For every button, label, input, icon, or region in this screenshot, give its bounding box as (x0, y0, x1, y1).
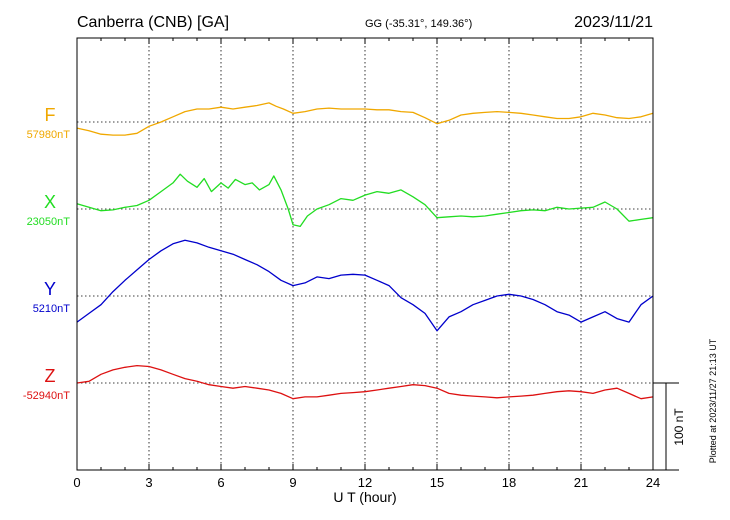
x-tick-label-21: 21 (574, 475, 588, 490)
date-label: 2023/11/21 (574, 14, 653, 31)
series-name-F: F (45, 105, 56, 125)
scale-bar: 100 nT (653, 382, 686, 471)
station-title: Canberra (CNB) [GA] (77, 14, 229, 31)
x-axis-ticks: 0 3 6 9 12 15 18 21 24 (73, 38, 660, 490)
x-axis-label: U T (hour) (333, 489, 396, 505)
series-baseline-Z: -52940nT (23, 390, 70, 402)
series-line-Z (76, 364, 654, 400)
x-tick-label-24: 24 (646, 475, 660, 490)
series-name-X: X (44, 192, 56, 212)
x-tick-label-15: 15 (430, 475, 444, 490)
series-baseline-F: 57980nT (27, 129, 71, 141)
grid-lines (77, 38, 653, 470)
series-layer: F 57980nT X 23050nT Y 5210nT Z -52940nT (23, 102, 654, 402)
coordinates: GG (-35.31°, 149.36°) (365, 18, 472, 30)
x-tick-label-0: 0 (73, 475, 80, 490)
plotted-timestamp: Plotted at 2023/11/27 21:13 UT (708, 338, 718, 463)
series-name-Z: Z (45, 366, 56, 386)
x-tick-label-12: 12 (358, 475, 372, 490)
series-baseline-Y: 5210nT (33, 303, 71, 315)
series-line-F (76, 102, 654, 136)
x-tick-label-6: 6 (217, 475, 224, 490)
series-name-Y: Y (44, 279, 56, 299)
x-tick-label-3: 3 (145, 475, 152, 490)
scale-bar-label: 100 nT (672, 408, 686, 446)
x-tick-label-18: 18 (502, 475, 516, 490)
x-tick-label-9: 9 (289, 475, 296, 490)
series-baseline-X: 23050nT (27, 216, 71, 228)
series-line-Y (76, 239, 654, 332)
series-line-X (76, 173, 654, 228)
